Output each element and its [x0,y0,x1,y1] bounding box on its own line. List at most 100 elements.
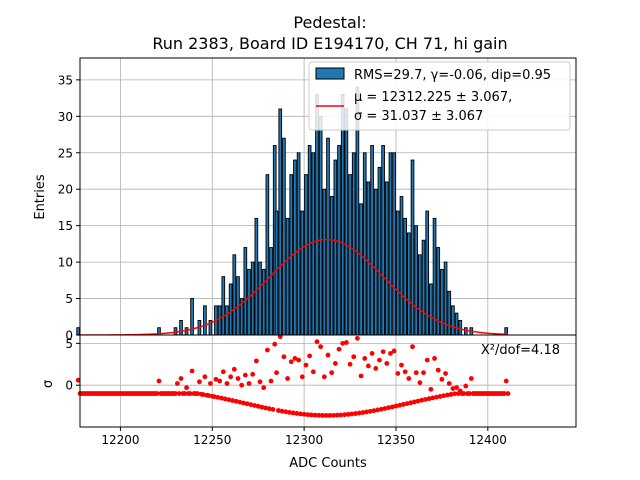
residual-point [274,370,279,376]
histogram-bar [243,247,248,336]
top-y-tick-label: 5 [65,292,73,306]
residual-point [266,406,272,412]
bottom-y-tick-label: 5 [65,337,73,351]
residual-point [437,394,443,399]
histogram-bar [370,145,374,336]
histogram-bar [232,254,237,336]
histogram-bar [329,196,334,336]
residual-point [380,349,386,355]
residual-point [345,411,351,417]
residual-point [408,400,414,406]
residual-point [244,401,250,407]
histogram-bar [311,152,316,336]
residual-point [503,378,509,384]
residual-point [290,410,296,416]
histogram-bar [407,232,411,336]
residual-point [424,357,430,363]
residual-point [419,397,425,403]
residual-point [241,400,246,406]
residual-point [468,376,474,381]
residual-point [197,379,202,385]
residual-point [310,369,316,375]
bottom-grid [80,335,576,427]
residual-point [327,413,333,418]
residual-point [303,362,309,368]
residual-point [263,405,268,411]
histogram-bar [221,276,226,336]
residual-point [316,412,322,418]
residual-point [318,344,324,350]
residual-point [217,378,223,384]
bottom-plot-area [80,335,576,427]
histogram-bar [304,174,308,336]
histogram-bar [318,115,323,336]
residual-point [362,356,368,361]
bottom-plot-frame [79,334,577,428]
x-tick-label: 12300 [285,433,323,447]
residual-point [421,370,426,376]
residual-point [422,397,428,402]
histogram-bar [451,305,455,336]
residual-point [75,377,81,383]
histogram-bar [373,188,378,336]
residual-point [415,398,421,404]
residual-point [219,395,224,401]
histogram-bar [340,93,345,336]
histogram-bar [203,305,207,336]
residual-point [226,397,232,403]
top-y-tick-label: 20 [58,183,73,197]
residual-point [242,372,248,378]
residual-point [388,351,393,356]
legend-hist-label: RMS=29.7, γ=-0.06, dip=0.95 [354,68,551,83]
residual-point [239,382,245,388]
residual-point [435,367,441,373]
histogram-bar [432,217,437,336]
histogram-bar [399,196,404,336]
histogram-bar [440,268,444,336]
residual-point [173,391,178,396]
residual-point [467,391,472,396]
residual-point [432,356,437,361]
legend-box [308,61,571,131]
residual-point [354,335,360,341]
residual-point [200,392,206,397]
residual-point [298,411,303,417]
residual-point [441,393,447,399]
residual-point [411,399,417,405]
histogram-bar [429,283,433,336]
x-tick-label: 12250 [193,433,231,447]
residual-point [342,412,347,418]
x-tick-label: 12350 [377,433,415,447]
residual-point [452,391,458,397]
residual-point [320,413,325,418]
residual-point [329,370,335,376]
residual-point [351,354,357,360]
residual-point [257,379,263,385]
residual-point [397,402,403,408]
residual-point [417,380,423,386]
residual-point [314,339,320,345]
histogram-bar [265,174,270,336]
histogram-bar [421,239,426,336]
residual-point [323,413,329,418]
histogram-bar [250,261,255,336]
residual-point [187,391,193,396]
histogram-bar [285,217,290,336]
residual-point [253,358,259,364]
residual-point [358,373,364,379]
legend-fit-label-line1: μ = 12312.225 ± 3.067, [354,90,512,105]
histogram-bar [362,152,367,336]
residual-point [433,394,439,400]
residual-point [375,407,380,413]
residual-point [448,391,454,397]
residual-point [231,366,237,372]
histogram-bar [278,108,283,336]
residual-point [389,404,395,410]
residual-point [505,391,511,396]
top-panel: 0 5 10 15 20 25 30 35 Entries RMS=29.7, γ=-0.06… [33,57,577,343]
histogram-bar [381,145,385,336]
histogram-bar [403,217,407,336]
residual-point [312,412,318,418]
histogram-bar [377,166,382,336]
residual-point [255,403,261,409]
